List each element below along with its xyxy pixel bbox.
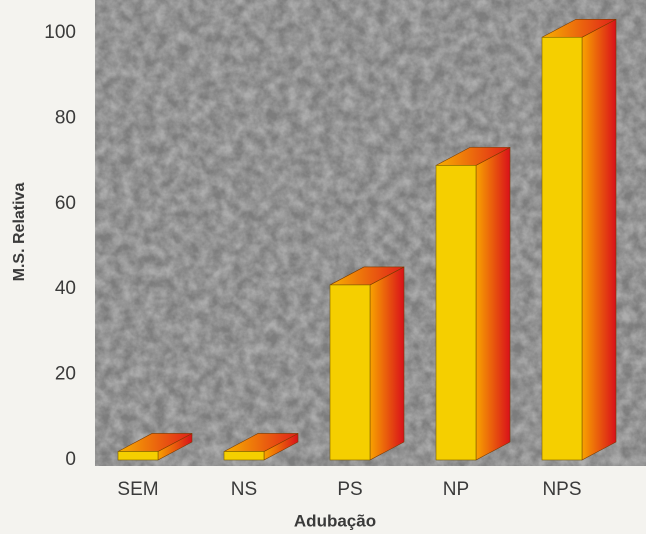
x-tick-label: NP [443, 479, 469, 500]
y-tick-label: 60 [55, 193, 76, 214]
x-tick-label: NPS [542, 479, 581, 500]
bar [435, 165, 477, 461]
y-axis-label: M.S. Relativa [11, 183, 28, 282]
x-tick-label: NS [231, 479, 257, 500]
bar [117, 451, 159, 461]
bar-side [581, 18, 617, 461]
bar [541, 36, 583, 461]
y-tick-label: 0 [65, 449, 76, 470]
y-tick-label: 20 [55, 364, 76, 385]
y-tick-label: 40 [55, 278, 76, 299]
x-tick-label: PS [337, 479, 362, 500]
bar-side [475, 146, 511, 461]
bar [329, 284, 371, 461]
bar [223, 451, 265, 461]
bar-side [369, 266, 405, 461]
y-tick-label: 100 [44, 22, 76, 43]
x-axis-label: Adubação [294, 511, 376, 530]
x-tick-label: SEM [117, 479, 158, 500]
y-tick-label: 80 [55, 107, 76, 128]
